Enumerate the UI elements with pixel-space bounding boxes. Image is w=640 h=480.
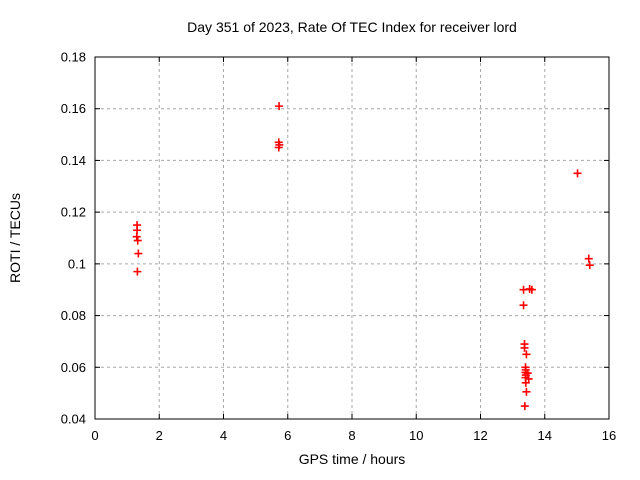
data-point-marker [132, 232, 141, 241]
x-tick-label: 0 [91, 428, 98, 443]
y-tick-label: 0.04 [61, 412, 86, 427]
data-point-marker [134, 249, 143, 258]
data-points [132, 102, 594, 411]
y-tick-label: 0.08 [61, 308, 86, 323]
data-point-marker [133, 267, 142, 276]
data-point-marker [522, 387, 531, 396]
y-tick-label: 0.12 [61, 205, 86, 220]
y-tick-label: 0.18 [61, 50, 86, 65]
data-point-marker [133, 236, 142, 245]
x-tick-label: 10 [409, 428, 423, 443]
y-tick-label: 0.1 [68, 256, 86, 271]
data-point-marker [584, 254, 593, 263]
chart-title: Day 351 of 2023, Rate Of TEC Index for r… [187, 19, 517, 35]
grid-lines [95, 57, 609, 419]
data-point-marker [274, 143, 283, 152]
x-tick-label: 14 [538, 428, 552, 443]
y-tick-label: 0.14 [61, 153, 86, 168]
data-point-marker [585, 261, 594, 270]
x-axis-label: GPS time / hours [298, 451, 406, 467]
data-point-marker [519, 301, 528, 310]
x-tick-label: 2 [156, 428, 163, 443]
data-point-marker [573, 169, 582, 178]
x-tick-label: 12 [473, 428, 487, 443]
plot-border [94, 56, 610, 420]
data-point-marker [527, 285, 536, 294]
y-tick-label: 0.16 [61, 101, 86, 116]
x-tick-label: 8 [348, 428, 355, 443]
data-point-marker [520, 343, 529, 352]
x-tick-label: 16 [602, 428, 616, 443]
y-tick-label: 0.06 [61, 360, 86, 375]
data-point-marker [520, 402, 529, 411]
data-point-marker [521, 378, 530, 387]
x-tick-label: 6 [284, 428, 291, 443]
x-tick-label: 4 [220, 428, 227, 443]
data-point-marker [275, 102, 284, 111]
data-point-marker [522, 350, 531, 359]
tick-labels: 0 2 4 6 8 10 12 14 16 0.04 0.06 0.08 0.1 0.12 0.14 0.16… [61, 50, 617, 444]
